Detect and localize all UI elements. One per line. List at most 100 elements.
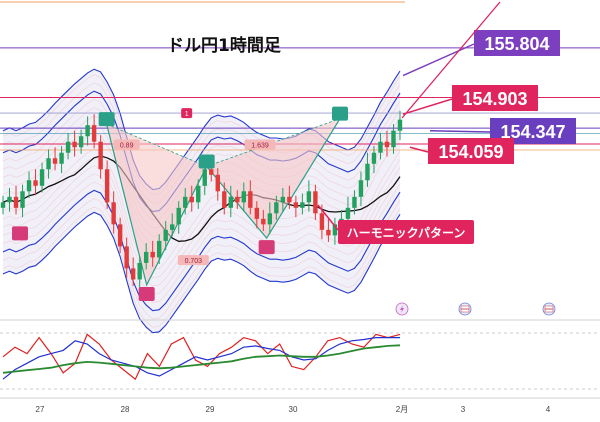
- lightning-glyph: [400, 305, 404, 313]
- callout-box: [452, 85, 538, 111]
- fib-label-text: 0.703: [185, 258, 203, 265]
- candle-body: [215, 174, 220, 192]
- candle-body: [13, 196, 19, 208]
- candle-body: [170, 224, 175, 230]
- callout-box: [474, 30, 560, 56]
- candle-body: [254, 207, 260, 219]
- candle: [130, 257, 136, 287]
- candle-body: [241, 191, 247, 203]
- candle: [170, 213, 175, 237]
- fib-label-bg: [177, 255, 209, 266]
- candle-body: [183, 196, 188, 208]
- candle-body: [365, 163, 370, 181]
- callout-leader: [409, 146, 429, 153]
- candle-body: [313, 191, 318, 214]
- candle: [300, 193, 305, 215]
- candle: [352, 190, 357, 215]
- candle: [183, 187, 188, 215]
- candle-body: [196, 185, 201, 203]
- candle-body: [228, 196, 233, 208]
- candle-body: [358, 180, 364, 197]
- candle: [378, 132, 383, 160]
- candle-body: [391, 130, 396, 148]
- candle: [215, 168, 220, 201]
- candle: [59, 146, 64, 174]
- us-flag-icon: [458, 302, 472, 316]
- bollinger-line: [2, 90, 401, 213]
- candle: [91, 114, 97, 149]
- candle: [163, 221, 168, 251]
- fib-label-bg: [181, 108, 193, 119]
- candle-body: [248, 191, 253, 208]
- candle-body: [352, 196, 357, 208]
- moving-average-line: [2, 155, 401, 242]
- candle: [274, 195, 279, 220]
- fib-label-text: 1.639: [251, 142, 269, 149]
- candle-body: [130, 268, 136, 280]
- candle: [306, 180, 312, 212]
- candle-body: [163, 229, 168, 241]
- candle-body: [0, 202, 6, 208]
- lightning-icon: [395, 302, 409, 316]
- candle: [33, 169, 38, 196]
- callout-value: 154.059: [438, 142, 503, 162]
- candle: [228, 185, 233, 218]
- annotation-box: [338, 220, 474, 244]
- candle-body: [280, 196, 286, 203]
- candle: [358, 171, 364, 207]
- candle-body: [20, 191, 25, 208]
- fib-label: 0.89: [113, 139, 140, 150]
- candle-body: [46, 158, 51, 170]
- candle-body: [261, 218, 266, 225]
- candle: [20, 184, 25, 218]
- x-tick-label: 2月: [396, 405, 408, 414]
- candle-body: [72, 141, 77, 148]
- candle: [137, 256, 142, 289]
- price-callout: 154.059: [409, 138, 514, 164]
- candle-body: [156, 240, 162, 258]
- candle: [111, 191, 116, 234]
- fib-label-bg: [113, 139, 140, 150]
- callout-box: [428, 138, 514, 164]
- bollinger-line: [2, 189, 401, 312]
- candle-body: [202, 169, 207, 186]
- fib-label: 1.639: [244, 139, 276, 150]
- harmonic-xab: [106, 124, 207, 285]
- fib-label-text: 1: [185, 111, 189, 118]
- candle: [384, 130, 390, 157]
- callout-leader: [402, 98, 453, 115]
- candle: [78, 129, 84, 154]
- candle-body: [59, 152, 64, 164]
- candle-body: [326, 229, 331, 236]
- candle: [65, 132, 71, 160]
- candle-body: [52, 158, 58, 164]
- fib-label-text: 0.89: [120, 142, 134, 149]
- candle: [143, 243, 149, 270]
- candle: [156, 234, 162, 265]
- candle-body: [274, 202, 279, 214]
- candle-body: [117, 224, 123, 247]
- candle: [46, 149, 51, 179]
- candle-body: [222, 191, 227, 208]
- chart-title: ドル円1時間足: [167, 35, 281, 56]
- callout-value: 154.347: [500, 122, 565, 142]
- candle: [332, 217, 338, 245]
- candle-body: [150, 251, 155, 258]
- candle: [248, 180, 253, 215]
- candle: [104, 160, 110, 209]
- candle-body: [137, 262, 142, 280]
- candle: [72, 130, 77, 157]
- candle-body: [26, 180, 32, 192]
- price-callout: 154.347: [429, 118, 576, 144]
- candle-body: [189, 196, 194, 203]
- candle: [85, 116, 90, 146]
- x-axis: 27 28 29 30 2月 3 4: [36, 405, 551, 414]
- oscillator-red-line: [2, 333, 401, 381]
- x-tick-label: 30: [289, 405, 298, 414]
- price-callout: 154.903: [402, 85, 538, 115]
- candle-body: [143, 251, 149, 263]
- candle-body: [319, 213, 325, 230]
- annotation-leader: [317, 204, 339, 231]
